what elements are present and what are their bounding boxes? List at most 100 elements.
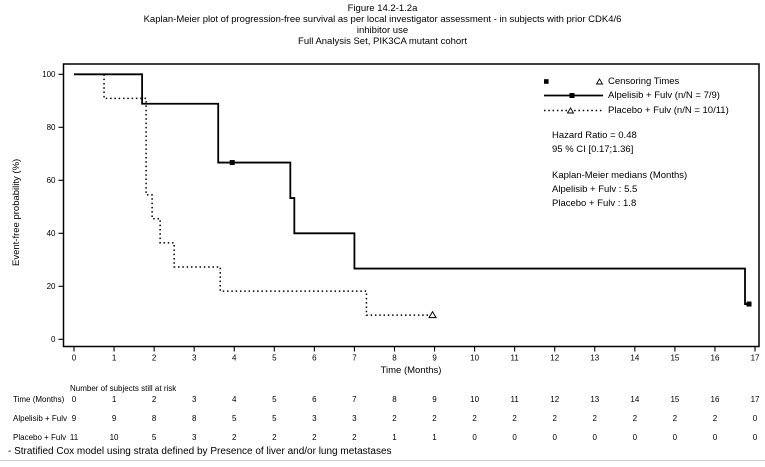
risk-table-value: 11 — [69, 433, 79, 442]
risk-table-value: 5 — [272, 395, 277, 404]
risk-table-value: 5 — [232, 414, 237, 423]
risk-table-value: 8 — [151, 414, 157, 423]
risk-table-value: 0 — [632, 433, 638, 442]
y-axis-tick-label: 60 — [47, 176, 56, 185]
risk-table-value: 0 — [752, 433, 758, 442]
risk-table-value: 2 — [512, 414, 517, 423]
risk-table-value: 0 — [512, 433, 517, 442]
risk-table-value: 2 — [272, 433, 277, 442]
figure-title-line-2: Kaplan-Meier plot of progression-free su… — [143, 14, 622, 25]
risk-table-value: 7 — [352, 395, 357, 404]
risk-table-value: 1 — [432, 433, 437, 442]
x-axis-tick-label: 13 — [590, 354, 599, 363]
risk-table-value: 3 — [312, 414, 317, 423]
y-axis-title: Event-free probability (%) — [11, 159, 22, 266]
censor-marker-square — [229, 160, 235, 166]
risk-table-value: 2 — [151, 395, 157, 404]
risk-table-value: 2 — [712, 414, 718, 423]
plot-frame — [62, 63, 760, 348]
risk-table-value: 5 — [272, 414, 277, 423]
risk-table-value: 10 — [109, 433, 119, 442]
risk-table-value: 17 — [750, 395, 760, 404]
risk-table-value: 0 — [71, 395, 77, 404]
censor-marker-triangle — [428, 310, 437, 319]
risk-table-value: 9 — [432, 395, 437, 404]
risk-table-value: 12 — [550, 395, 560, 404]
figure-title-line-4: Full Analysis Set, PIK3CA mutant cohort — [298, 36, 467, 47]
x-axis-title: Time (Months) — [381, 365, 442, 376]
risk-table-header: Number of subjects still at risk — [70, 384, 177, 393]
x-axis-tick-label: 0 — [72, 354, 77, 363]
risk-table-value: 2 — [352, 433, 357, 442]
risk-table-value: 0 — [552, 433, 557, 442]
x-axis-tick-label: 16 — [711, 354, 720, 363]
legend-row-censoring: Censoring Times — [540, 75, 679, 88]
risk-table-value: 9 — [111, 414, 117, 423]
x-axis-tick-label: 5 — [272, 354, 277, 363]
x-axis-tick-label: 3 — [192, 354, 197, 363]
legend-row-alpelisib: Alpelisib + Fulv (n/N = 7/9) — [540, 89, 720, 102]
alpelisib-km-curve — [74, 73, 750, 305]
risk-table-value: 2 — [552, 414, 557, 423]
legend-alpelisib-label: Alpelisib + Fulv (n/N = 7/9) — [608, 90, 720, 101]
footnote-text: - Stratified Cox model using strata defi… — [8, 446, 392, 457]
risk-table-value: 3 — [191, 433, 197, 442]
legend-row-placebo: Placebo + Fulv (n/N = 10/11) — [540, 104, 729, 117]
legend-placebo-label: Placebo + Fulv (n/N = 10/11) — [608, 104, 729, 116]
y-axis-tick-label: 100 — [42, 70, 56, 79]
y-axis-tick-label: 0 — [51, 335, 56, 344]
window-bottom-edge — [0, 460, 765, 461]
alpelisib-line-glyph — [544, 93, 603, 98]
km-medians-title: Kaplan-Meier medians (Months) — [552, 170, 688, 181]
risk-table-value: 10 — [470, 395, 480, 404]
censor-marker-square — [746, 301, 752, 307]
placebo-line-glyph — [544, 106, 603, 113]
risk-table-value: 0 — [672, 433, 678, 442]
y-axis-tick-label: 80 — [47, 123, 56, 132]
risk-table-value: 5 — [151, 433, 157, 442]
risk-table-value: 11 — [510, 395, 519, 404]
figure-number: Figure 14.2-1.2a — [347, 3, 418, 14]
risk-table-value: 3 — [191, 395, 197, 404]
y-axis-tick-label: 20 — [47, 282, 56, 291]
risk-table-value: 2 — [672, 414, 678, 423]
x-axis-tick-label: 15 — [670, 354, 679, 363]
figure-title-line-3: inhibitor use — [356, 25, 409, 36]
risk-table-value: 8 — [392, 395, 397, 404]
risk-table-value: 2 — [632, 414, 638, 423]
risk-table-value: 16 — [710, 395, 720, 404]
legend-censoring-label: Censoring Times — [608, 75, 680, 87]
x-axis-tick-label: 7 — [352, 354, 357, 363]
risk-table-value: 1 — [111, 395, 117, 404]
censoring-markers-glyph — [544, 77, 604, 84]
km-median-placebo: Placebo + Fulv : 1.8 — [552, 198, 637, 209]
figure-title-block: Figure 14.2-1.2a Kaplan-Meier plot of pr… — [0, 3, 765, 47]
y-axis-tick-label: 40 — [47, 229, 56, 238]
km-median-alpelisib: Alpelisib + Fulv : 5.5 — [552, 184, 638, 195]
risk-table-value: 1 — [392, 433, 397, 442]
risk-table-row-label: Time (Months) — [13, 395, 65, 404]
risk-table-value: 2 — [392, 414, 397, 423]
risk-table-value: 0 — [712, 433, 718, 442]
x-axis-tick-label: 10 — [470, 354, 479, 363]
risk-table-row-label: Placebo + Fulv — [13, 433, 67, 442]
risk-table-value: 14 — [630, 395, 640, 404]
risk-table-value: 15 — [670, 395, 680, 404]
risk-table-value: 2 — [592, 414, 597, 423]
risk-table-value: 2 — [472, 414, 477, 423]
risk-table-value: 0 — [752, 414, 758, 423]
stats-annotation-block: Hazard Ratio = 0.48 95 % CI [0.17;1.36] … — [552, 129, 687, 211]
x-axis-tick-label: 2 — [152, 354, 157, 363]
x-axis-tick-label: 11 — [511, 354, 520, 363]
risk-table-row-label: Alpelisib + Fulv — [13, 414, 68, 423]
x-axis-tick-label: 9 — [432, 354, 437, 363]
x-axis-tick-label: 8 — [392, 354, 397, 363]
risk-table-value: 13 — [590, 395, 600, 404]
x-axis-tick-label: 4 — [232, 354, 237, 363]
x-axis-tick-label: 6 — [312, 354, 317, 363]
risk-table-value: 2 — [432, 414, 437, 423]
x-axis-tick-label: 12 — [550, 354, 559, 363]
risk-table-value: 2 — [312, 433, 317, 442]
